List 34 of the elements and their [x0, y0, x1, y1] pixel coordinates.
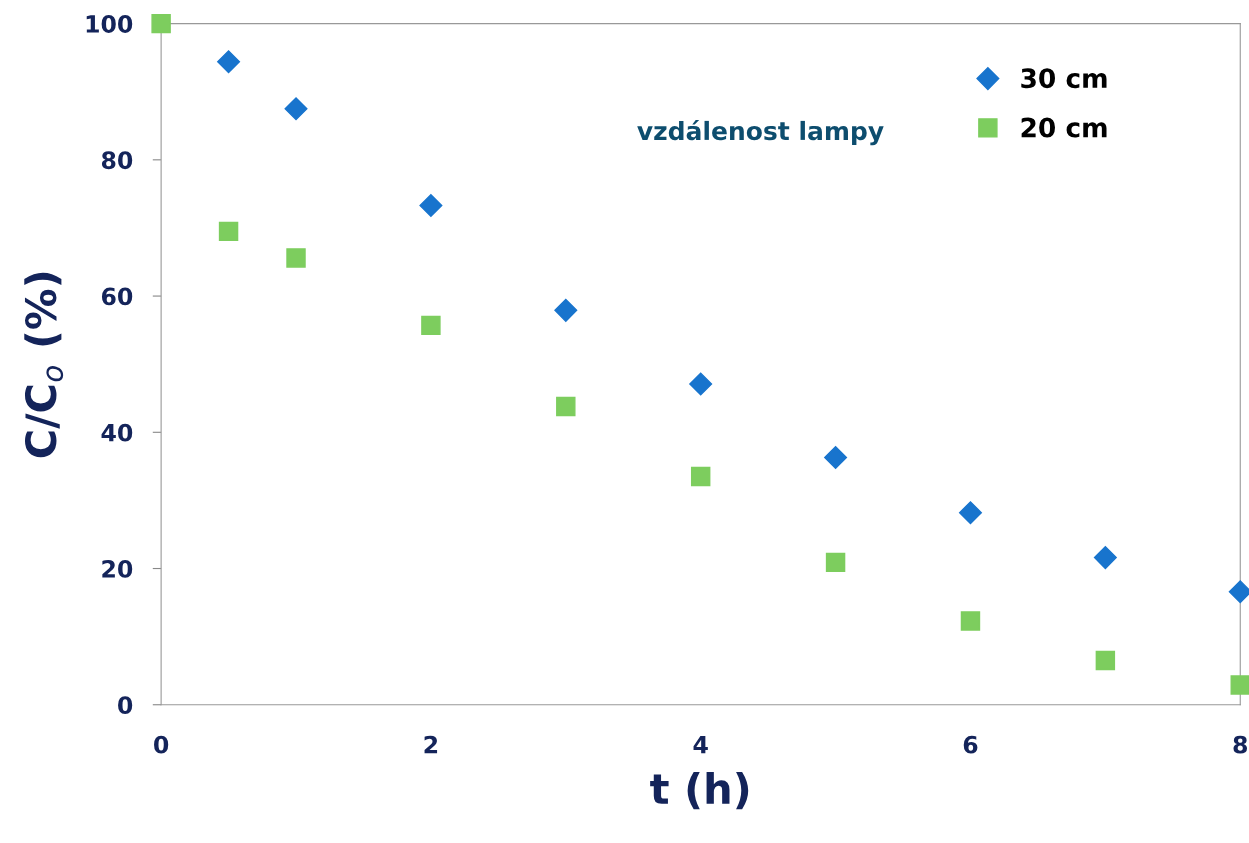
point	[1230, 675, 1249, 695]
point	[218, 221, 239, 242]
x-tick-label: 8	[1233, 735, 1248, 754]
y-tick-label: 0	[118, 696, 133, 715]
point	[151, 13, 171, 34]
point	[1093, 546, 1117, 570]
y-axis-title: C/C$_{o}$ (%)	[24, 272, 64, 458]
y-tick-label: 100	[86, 15, 133, 33]
point	[960, 611, 981, 631]
point	[958, 501, 982, 525]
legend-label: 20 cm	[1021, 117, 1107, 138]
y-tick-label: 60	[101, 287, 133, 306]
x-tick-label: 6	[963, 735, 978, 754]
point	[217, 50, 241, 74]
point	[421, 315, 441, 336]
y-tick-label: 40	[101, 423, 133, 442]
legend-label: 30 cm	[1021, 68, 1107, 89]
x-tick-label: 4	[693, 736, 708, 754]
y-tick-label: 20	[102, 559, 133, 578]
x-tick-label: 2	[424, 735, 438, 754]
legend-title: vzdálenost lampy	[637, 119, 884, 146]
point	[554, 298, 578, 322]
point	[1095, 650, 1116, 671]
point	[556, 396, 576, 417]
y-tick-label: 80	[101, 151, 133, 170]
point	[284, 97, 308, 121]
point	[419, 193, 443, 217]
point	[825, 552, 846, 573]
x-tick-label: 0	[154, 735, 169, 754]
point	[824, 445, 848, 469]
point	[286, 248, 306, 268]
point	[689, 372, 713, 396]
point	[690, 466, 711, 487]
x-axis-title: t (h)	[650, 772, 749, 810]
